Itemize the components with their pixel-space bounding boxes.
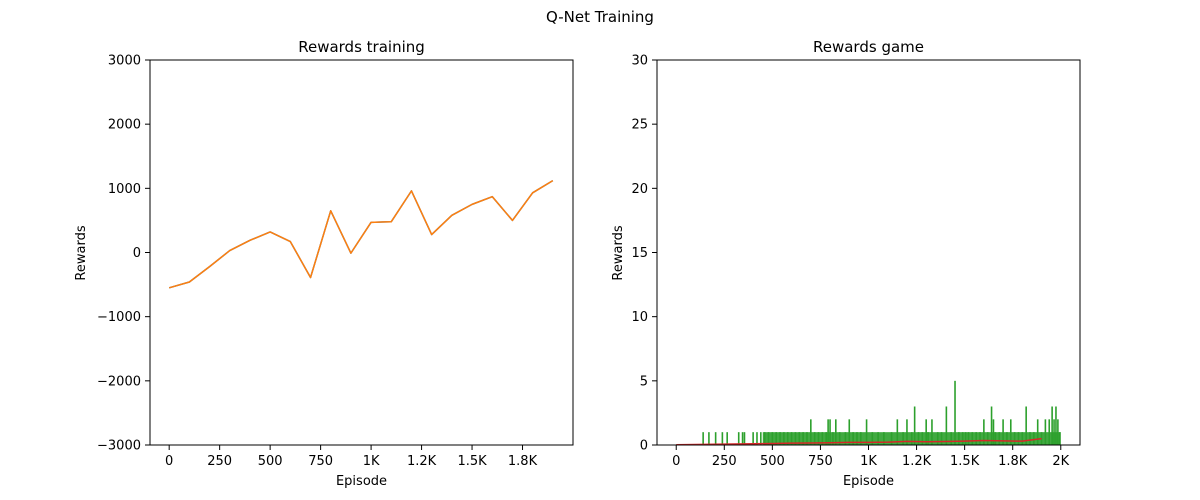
game-y-axis-label: Rewards bbox=[611, 225, 626, 280]
game-y-tick-label: 15 bbox=[631, 246, 648, 261]
training-plot-frame bbox=[149, 59, 574, 446]
training-x-tick-label: 750 bbox=[308, 454, 333, 469]
game-x-tick-label: 500 bbox=[760, 454, 785, 469]
training-y-tick-label: 0 bbox=[133, 246, 141, 261]
game-y-tick-label: 25 bbox=[631, 118, 648, 133]
training-y-tick-label: 3000 bbox=[108, 54, 141, 69]
training-x-tick-label: 1K bbox=[363, 454, 380, 469]
game-x-tick-label: 750 bbox=[808, 454, 833, 469]
game-x-tick-label: 1.8K bbox=[998, 454, 1028, 469]
game-y-tick-label: 10 bbox=[631, 310, 648, 325]
training-x-axis-label: Episode bbox=[336, 474, 387, 489]
training-y-tick-label: 1000 bbox=[108, 182, 141, 197]
training-y-tick-label: −3000 bbox=[97, 439, 141, 454]
game-x-tick-label: 1.5K bbox=[950, 454, 980, 469]
game-episode-spikes bbox=[702, 380, 1061, 445]
game-x-tick-label: 2K bbox=[1052, 454, 1069, 469]
training-series-line-0 bbox=[168, 179, 554, 289]
training-y-tick-label: −2000 bbox=[97, 374, 141, 389]
training-series-line-1 bbox=[168, 179, 554, 289]
training-y-axis-label: Rewards bbox=[74, 225, 89, 280]
game-plot-frame bbox=[656, 59, 1081, 446]
game-y-tick-label: 0 bbox=[640, 439, 648, 454]
game-x-tick-label: 250 bbox=[712, 454, 737, 469]
training-x-tick-label: 1.2K bbox=[407, 454, 437, 469]
game-x-axis-label: Episode bbox=[843, 474, 894, 489]
game-y-tick-label: 5 bbox=[640, 374, 648, 389]
training-chart: Rewards training Episode Rewards 0 250 500… bbox=[74, 38, 574, 489]
game-chart-title: Rewards game bbox=[813, 38, 924, 56]
training-y-tick-label: −1000 bbox=[97, 310, 141, 325]
game-x-tick-label: 0 bbox=[672, 454, 680, 469]
game-chart: Rewards game Episode Rewards 0 250 500 750 1… bbox=[611, 38, 1081, 489]
training-x-tick-label: 1.8K bbox=[508, 454, 538, 469]
training-x-tick-label: 1.5K bbox=[457, 454, 487, 469]
training-x-tick-label: 500 bbox=[258, 454, 283, 469]
training-x-tick-label: 250 bbox=[207, 454, 232, 469]
game-y-tick-label: 30 bbox=[631, 54, 648, 69]
game-x-tick-label: 1K bbox=[860, 454, 877, 469]
game-x-tick-label: 1.2K bbox=[902, 454, 932, 469]
training-y-tick-label: 2000 bbox=[108, 118, 141, 133]
game-series-line-0 bbox=[676, 437, 1042, 446]
figure-title: Q-Net Training bbox=[546, 8, 654, 26]
training-x-tick-label: 0 bbox=[165, 454, 173, 469]
training-chart-title: Rewards training bbox=[298, 38, 425, 56]
game-y-tick-label: 20 bbox=[631, 182, 648, 197]
